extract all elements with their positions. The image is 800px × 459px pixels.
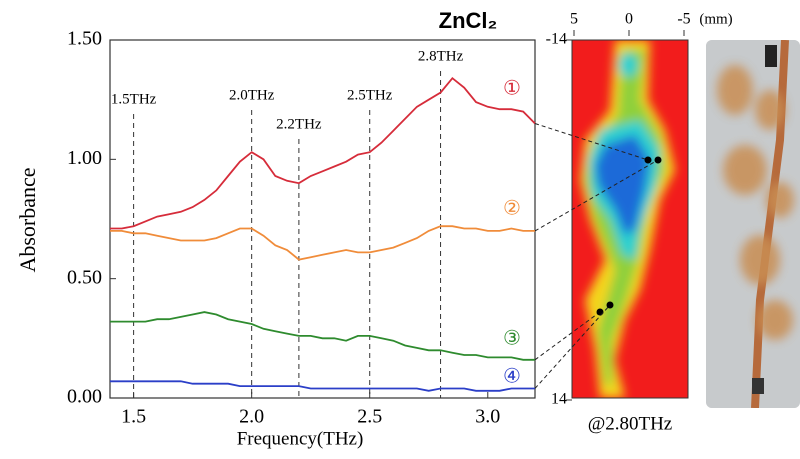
legend-label: ① — [503, 78, 521, 100]
y-tick-label: 0.00 — [67, 386, 102, 408]
annotation-label: 1.5THz — [111, 91, 157, 107]
y-tick-label: 14 — [551, 391, 567, 408]
chart-title: ZnCl₂ — [439, 8, 498, 33]
heatmap-point — [654, 156, 662, 164]
heatmap-point — [596, 308, 604, 316]
x-axis-label: Frequency(THz) — [237, 428, 364, 449]
heatmap-point — [644, 156, 652, 164]
x-tick-label: 2.5 — [357, 406, 382, 428]
series-line — [110, 225, 535, 261]
x-tick-label: 0 — [625, 11, 633, 28]
y-tick-label: -14 — [546, 31, 567, 48]
y-tick-label: 0.50 — [67, 266, 102, 288]
sample-photo — [706, 40, 800, 408]
heatmap-image — [572, 40, 688, 398]
connector — [534, 123, 649, 161]
series-line — [110, 311, 535, 361]
connector — [534, 304, 611, 389]
x-tick-label: 2.0 — [239, 406, 264, 428]
y-axis-label: Absorbance — [15, 167, 40, 272]
annotation-label: 2.0THz — [229, 87, 275, 103]
heatmap-point — [606, 301, 614, 309]
x-unit-label: (mm) — [699, 11, 732, 27]
series-line — [110, 76, 536, 230]
plot-frame — [109, 39, 536, 399]
legend-label: ④ — [503, 366, 521, 388]
legend-label: ③ — [503, 328, 521, 350]
x-tick-label: 3.0 — [475, 406, 500, 428]
x-tick-label: 1.5 — [121, 406, 146, 428]
annotation-label: 2.5THz — [347, 87, 393, 103]
y-tick-label: 1.00 — [67, 147, 102, 169]
heatmap-frame — [571, 39, 689, 399]
heatmap-caption: @2.80THz — [588, 413, 673, 434]
x-tick-label: -5 — [677, 11, 690, 28]
series-line — [110, 380, 535, 392]
annotation-label: 2.2THz — [276, 116, 322, 132]
y-tick-label: 1.50 — [67, 28, 102, 50]
x-tick-label: 5 — [570, 11, 578, 28]
connector — [534, 159, 659, 232]
annotation-label: 2.8THz — [418, 48, 464, 64]
legend-label: ② — [503, 198, 521, 220]
